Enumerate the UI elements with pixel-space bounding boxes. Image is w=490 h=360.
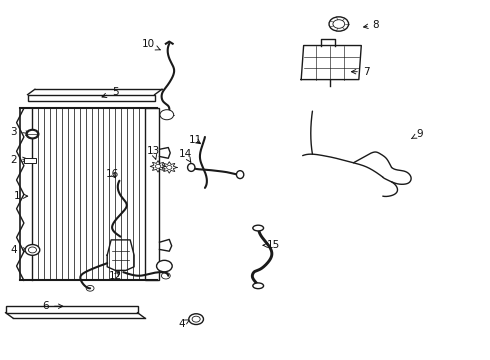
Text: 9: 9	[412, 129, 423, 139]
Circle shape	[161, 273, 170, 279]
Circle shape	[333, 20, 344, 28]
Text: 4: 4	[178, 319, 190, 329]
Text: 8: 8	[364, 20, 379, 30]
Ellipse shape	[253, 225, 264, 231]
Ellipse shape	[237, 171, 244, 179]
Text: 15: 15	[263, 240, 280, 250]
Text: 16: 16	[105, 168, 119, 179]
Ellipse shape	[253, 283, 264, 289]
Circle shape	[28, 247, 36, 253]
Circle shape	[189, 314, 203, 324]
Circle shape	[25, 244, 40, 255]
Text: 10: 10	[142, 40, 160, 50]
Circle shape	[27, 130, 38, 138]
Ellipse shape	[188, 163, 195, 171]
Text: 2: 2	[11, 155, 27, 165]
Text: 6: 6	[42, 301, 63, 311]
Circle shape	[329, 17, 348, 31]
Text: 3: 3	[11, 127, 30, 136]
Text: 7: 7	[351, 67, 369, 77]
Text: 14: 14	[179, 149, 192, 162]
Text: 13: 13	[147, 145, 160, 159]
Circle shape	[29, 131, 36, 137]
Text: 5: 5	[102, 87, 119, 98]
Circle shape	[192, 316, 200, 322]
Bar	[145, 108, 159, 280]
Circle shape	[167, 166, 172, 170]
Text: 11: 11	[189, 135, 202, 145]
Circle shape	[86, 285, 94, 291]
Circle shape	[155, 165, 161, 168]
Bar	[24, 158, 36, 163]
Circle shape	[157, 260, 172, 272]
Circle shape	[160, 110, 173, 120]
FancyBboxPatch shape	[27, 95, 155, 101]
Text: 12: 12	[109, 271, 122, 281]
FancyBboxPatch shape	[5, 306, 138, 313]
Circle shape	[26, 130, 39, 139]
Text: 1: 1	[14, 191, 28, 201]
Text: 4: 4	[11, 245, 28, 255]
